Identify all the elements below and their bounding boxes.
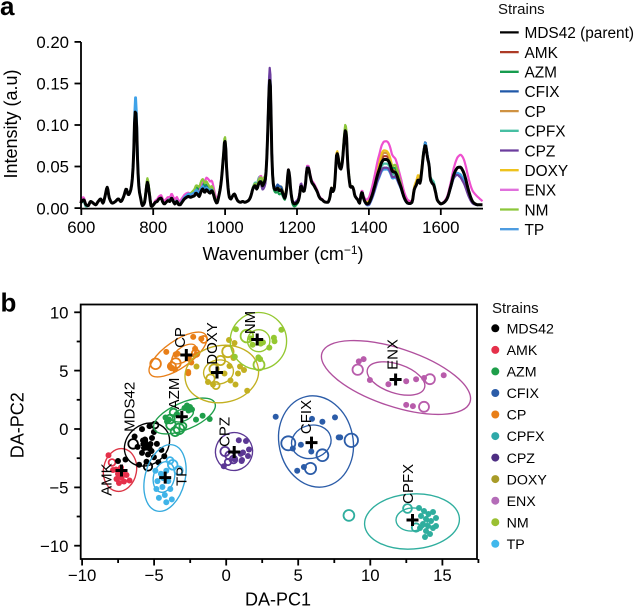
svg-text:−10: −10	[68, 566, 96, 585]
svg-text:5: 5	[59, 362, 68, 381]
svg-text:CPZ: CPZ	[525, 143, 556, 160]
svg-text:AZM: AZM	[525, 65, 558, 82]
svg-text:CFIX: CFIX	[507, 386, 540, 402]
svg-text:CPZ: CPZ	[217, 417, 234, 447]
svg-text:MDS42 (parent): MDS42 (parent)	[525, 25, 635, 42]
svg-text:TP: TP	[507, 537, 525, 553]
svg-text:1000: 1000	[206, 218, 243, 237]
svg-text:CPFX: CPFX	[507, 429, 545, 445]
svg-text:ENX: ENX	[507, 494, 537, 510]
svg-text:10: 10	[50, 304, 69, 323]
svg-text:CPZ: CPZ	[507, 451, 536, 467]
svg-text:DOXY: DOXY	[507, 472, 548, 488]
svg-text:Wavenumber (cm−1): Wavenumber (cm−1)	[202, 243, 363, 264]
svg-text:0.00: 0.00	[36, 199, 69, 218]
svg-text:Strains: Strains	[498, 1, 545, 18]
svg-text:AMK: AMK	[507, 343, 538, 359]
svg-text:1600: 1600	[422, 218, 459, 237]
svg-text:TP: TP	[173, 467, 190, 486]
svg-text:AZM: AZM	[166, 378, 183, 410]
svg-text:TP: TP	[525, 222, 545, 239]
svg-text:NM: NM	[507, 516, 529, 532]
svg-text:AZM: AZM	[507, 365, 537, 381]
svg-text:NM: NM	[525, 202, 549, 219]
svg-text:0: 0	[59, 420, 68, 439]
svg-text:1200: 1200	[278, 218, 315, 237]
svg-text:−5: −5	[49, 479, 68, 498]
svg-text:MDS42: MDS42	[507, 322, 554, 338]
svg-text:CPFX: CPFX	[525, 124, 566, 141]
svg-text:5: 5	[294, 566, 303, 585]
svg-text:0.20: 0.20	[36, 33, 69, 52]
svg-text:0.05: 0.05	[36, 158, 69, 177]
svg-text:0.15: 0.15	[36, 75, 69, 94]
svg-text:−5: −5	[145, 566, 164, 585]
svg-text:CFIX: CFIX	[525, 84, 560, 101]
svg-text:Intensity (a.u): Intensity (a.u)	[1, 69, 21, 178]
svg-text:Strains: Strains	[492, 300, 539, 317]
svg-text:10: 10	[361, 566, 380, 585]
svg-text:15: 15	[433, 566, 452, 585]
svg-text:CP: CP	[525, 104, 546, 121]
svg-text:0: 0	[222, 566, 231, 585]
svg-text:CPFX: CPFX	[400, 464, 417, 504]
svg-text:1400: 1400	[350, 218, 387, 237]
svg-text:ENX: ENX	[384, 339, 401, 370]
svg-text:CP: CP	[507, 408, 527, 424]
svg-text:NM: NM	[242, 311, 259, 334]
svg-text:MDS42: MDS42	[121, 382, 138, 432]
svg-text:800: 800	[139, 218, 167, 237]
svg-text:DOXY: DOXY	[525, 163, 569, 180]
svg-text:600: 600	[67, 218, 95, 237]
svg-text:AMK: AMK	[525, 45, 559, 62]
svg-text:−10: −10	[40, 537, 68, 556]
svg-text:a: a	[0, 0, 15, 21]
svg-text:DA-PC1: DA-PC1	[245, 590, 311, 609]
svg-text:0.10: 0.10	[36, 116, 69, 135]
svg-text:CFIX: CFIX	[298, 400, 315, 434]
svg-text:ENX: ENX	[525, 183, 557, 200]
svg-text:CP: CP	[172, 327, 189, 348]
svg-text:b: b	[1, 287, 17, 317]
svg-text:AMK: AMK	[99, 463, 116, 496]
svg-text:DOXY: DOXY	[204, 322, 221, 365]
svg-text:DA-PC2: DA-PC2	[8, 392, 28, 458]
